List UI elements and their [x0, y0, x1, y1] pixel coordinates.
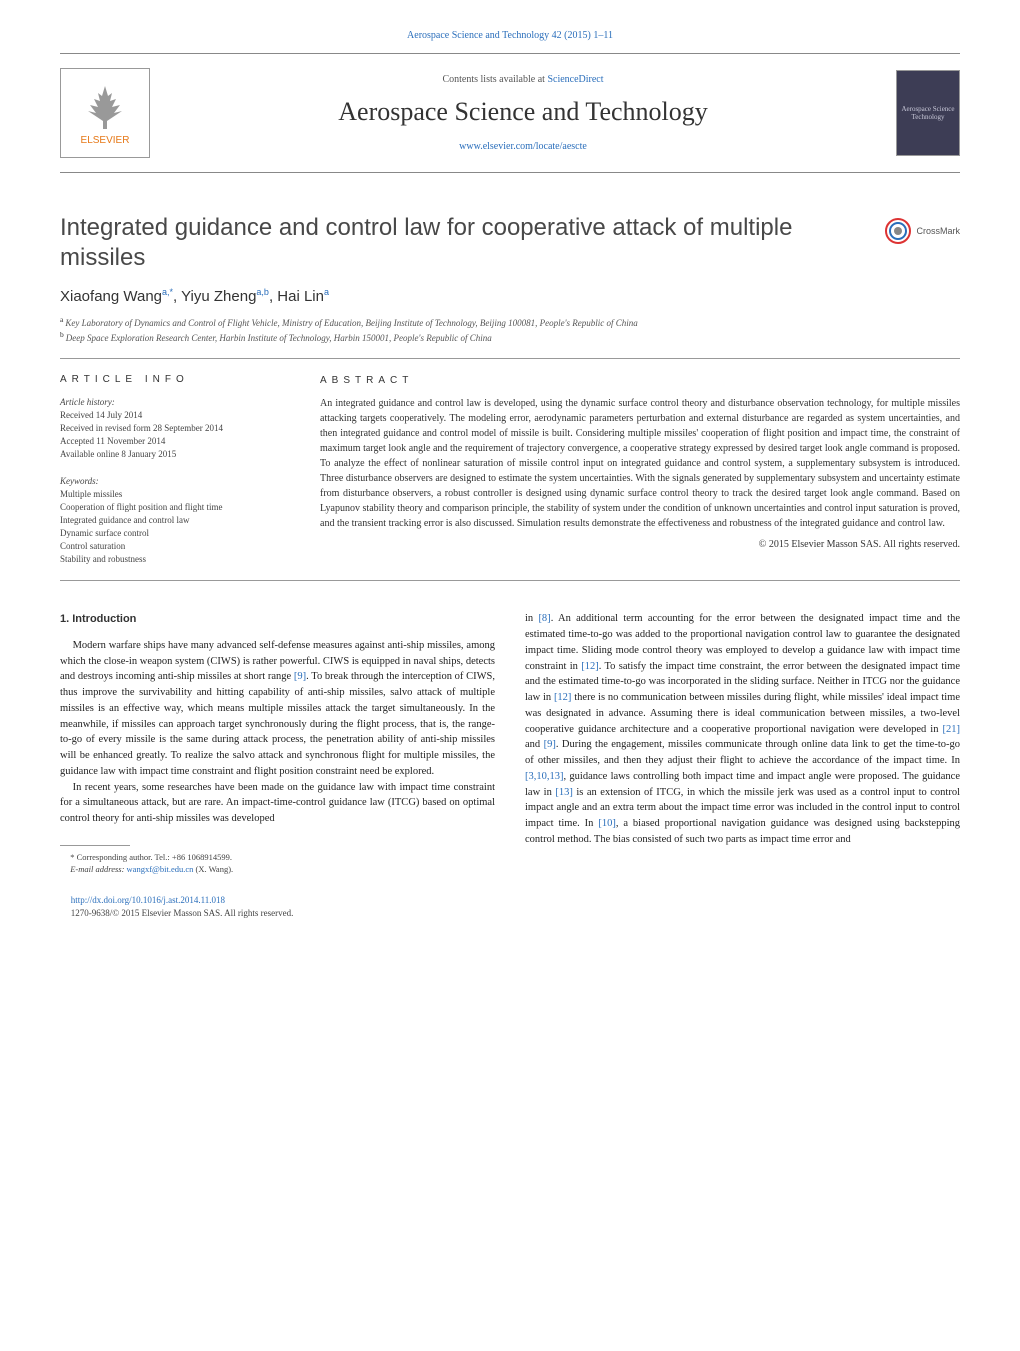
body-paragraph: Modern warfare ships have many advanced …	[60, 638, 495, 780]
section-heading: 1. Introduction	[60, 611, 495, 628]
corresponding-author-note: * Corresponding author. Tel.: +86 106891…	[60, 852, 495, 864]
article-title: Integrated guidance and control law for …	[60, 213, 868, 273]
accepted-date: Accepted 11 November 2014	[60, 435, 290, 448]
elsevier-logo[interactable]: ELSEVIER	[60, 68, 150, 158]
received-date: Received 14 July 2014	[60, 409, 290, 422]
abstract-panel: ABSTRACT An integrated guidance and cont…	[320, 373, 960, 566]
copyright-line: © 2015 Elsevier Masson SAS. All rights r…	[320, 537, 960, 552]
crossmark-label: CrossMark	[916, 226, 960, 236]
article-info-heading: ARTICLE INFO	[60, 373, 290, 388]
doi-link[interactable]: http://dx.doi.org/10.1016/j.ast.2014.11.…	[60, 894, 495, 908]
keyword: Dynamic surface control	[60, 527, 290, 540]
left-column: 1. Introduction Modern warfare ships hav…	[60, 611, 495, 920]
sciencedirect-link[interactable]: ScienceDirect	[547, 74, 603, 85]
issn-line: 1270-9638/© 2015 Elsevier Masson SAS. Al…	[60, 907, 495, 921]
contents-available-line: Contents lists available at ScienceDirec…	[170, 74, 876, 85]
keyword: Stability and robustness	[60, 553, 290, 566]
keyword: Multiple missiles	[60, 488, 290, 501]
email-line: E-mail address: wangxf@bit.edu.cn (X. Wa…	[60, 864, 495, 876]
keyword: Control saturation	[60, 540, 290, 553]
email-link[interactable]: wangxf@bit.edu.cn	[127, 864, 194, 874]
crossmark-badge[interactable]: CrossMark	[884, 217, 960, 245]
elsevier-brand-text: ELSEVIER	[81, 135, 130, 146]
footnote-separator	[60, 845, 130, 846]
revised-date: Received in revised form 28 September 20…	[60, 422, 290, 435]
masthead: ELSEVIER Contents lists available at Sci…	[60, 53, 960, 173]
history-label: Article history:	[60, 396, 290, 409]
divider	[60, 580, 960, 581]
journal-url-link[interactable]: www.elsevier.com/locate/aescte	[170, 141, 876, 152]
journal-citation: Aerospace Science and Technology 42 (201…	[60, 30, 960, 41]
online-date: Available online 8 January 2015	[60, 448, 290, 461]
abstract-text: An integrated guidance and control law i…	[320, 396, 960, 531]
journal-cover-thumbnail: Aerospace Science Technology	[896, 70, 960, 156]
body-paragraph: In recent years, some researches have be…	[60, 780, 495, 827]
keywords-label: Keywords:	[60, 475, 290, 488]
crossmark-icon	[884, 217, 912, 245]
divider	[60, 358, 960, 359]
body-columns: 1. Introduction Modern warfare ships hav…	[60, 611, 960, 920]
elsevier-tree-icon	[80, 81, 130, 131]
article-info-panel: ARTICLE INFO Article history: Received 1…	[60, 373, 290, 566]
journal-title: Aerospace Science and Technology	[170, 97, 876, 127]
abstract-heading: ABSTRACT	[320, 373, 960, 388]
authors-line: Xiaofang Wanga,*, Yiyu Zhenga,b, Hai Lin…	[60, 287, 960, 305]
keywords-list: Multiple missiles Cooperation of flight …	[60, 488, 290, 566]
keyword: Integrated guidance and control law	[60, 514, 290, 527]
affiliations: aKey Laboratory of Dynamics and Control …	[60, 315, 960, 344]
keyword: Cooperation of flight position and fligh…	[60, 501, 290, 514]
right-column: in [8]. An additional term accounting fo…	[525, 611, 960, 920]
body-paragraph: in [8]. An additional term accounting fo…	[525, 611, 960, 847]
